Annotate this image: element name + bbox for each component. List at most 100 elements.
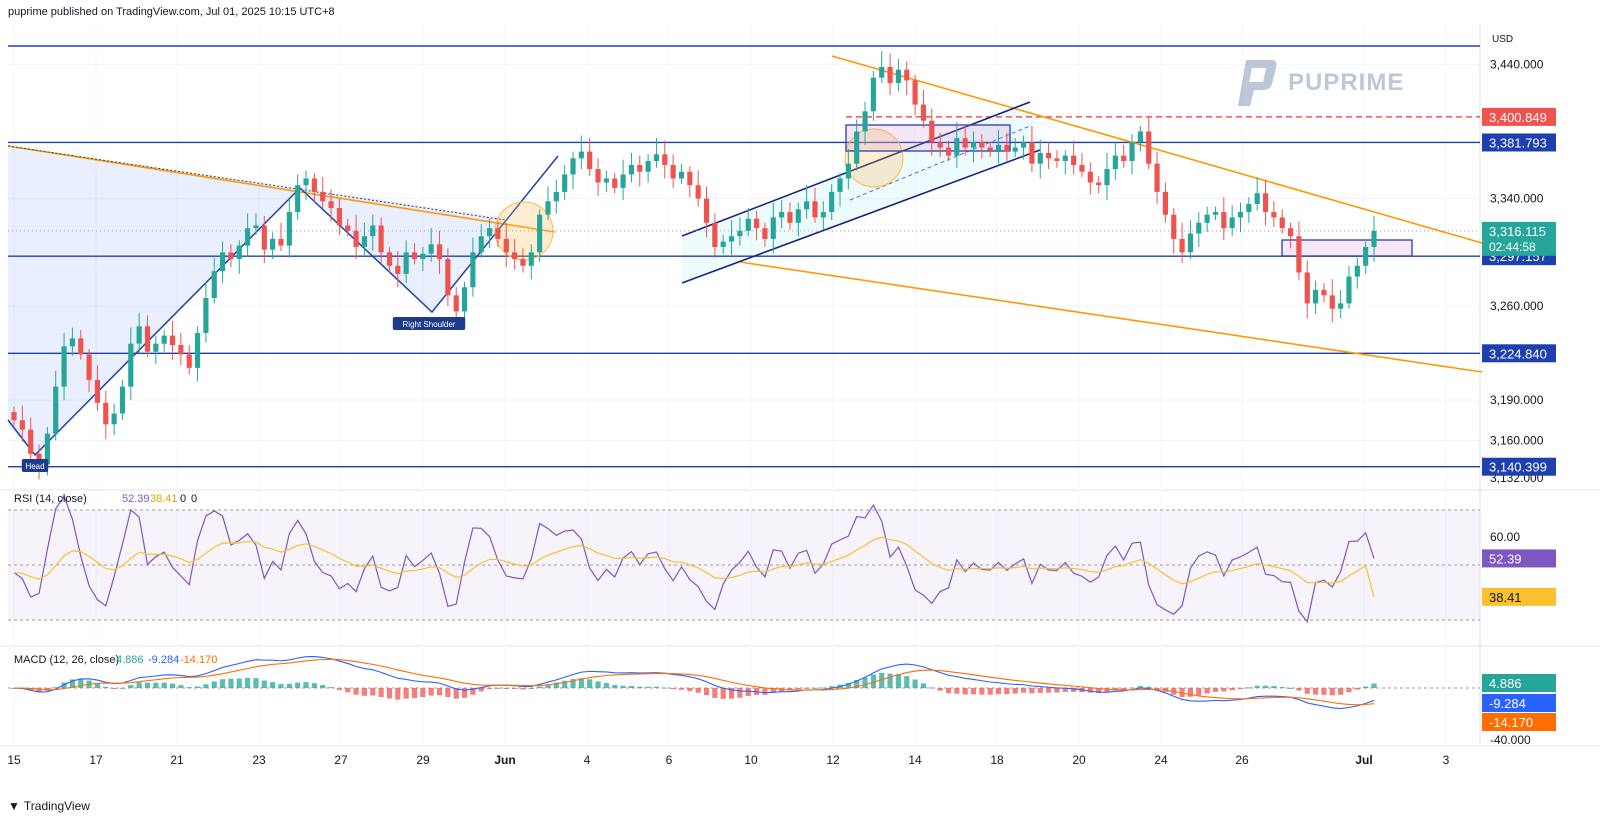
macd-histogram-bar: [486, 688, 493, 689]
candle: [904, 69, 910, 81]
macd-histogram-bar: [1004, 688, 1010, 695]
candle: [1121, 155, 1127, 162]
macd-histogram-bar: [1146, 686, 1152, 688]
candle: [1154, 163, 1160, 192]
macd-histogram-bar: [153, 682, 159, 688]
macd-histogram-bar: [353, 688, 359, 695]
macd-histogram-bar: [1112, 688, 1118, 691]
macd-histogram-bar: [920, 683, 927, 688]
candle: [912, 80, 918, 105]
macd-histogram-bar: [1246, 687, 1252, 689]
candle: [1087, 171, 1093, 183]
macd-histogram-bar: [303, 682, 309, 688]
macd-histogram-bar: [1062, 688, 1068, 692]
x-tick-label: 27: [334, 753, 348, 767]
candle: [595, 169, 601, 183]
rsi-title: RSI (14, close): [14, 493, 87, 505]
macd-histogram-bar: [637, 686, 643, 688]
macd-histogram-bar: [411, 688, 418, 699]
macd-histogram-bar: [845, 682, 851, 688]
candle: [929, 120, 935, 143]
candle: [1104, 169, 1110, 186]
orange-trendline: [831, 55, 1483, 244]
macd-histogram-bar: [653, 686, 660, 688]
rsi-badge-bg: [1482, 549, 1556, 568]
macd-histogram-bar: [995, 688, 1002, 695]
candle: [44, 433, 50, 465]
candle: [587, 151, 593, 170]
macd-histogram-bar: [745, 688, 751, 696]
candle: [253, 225, 259, 229]
x-tick-label: 10: [744, 753, 758, 767]
macd-histogram-bar: [1354, 688, 1360, 690]
rsi-ma-badge-bg: [1482, 587, 1556, 606]
macd-histogram-bar: [1104, 688, 1110, 692]
macd-histogram-bar: [253, 678, 259, 688]
candle: [28, 429, 34, 454]
x-tick-label: 23: [252, 753, 266, 767]
candle: [245, 228, 251, 246]
macd-histogram-bar: [386, 688, 393, 699]
macd-histogram-bar: [245, 677, 251, 688]
candle: [1221, 212, 1227, 229]
macd-histogram-bar: [1037, 688, 1043, 693]
candle: [670, 165, 676, 179]
candle: [1271, 212, 1277, 218]
candle: [86, 354, 92, 380]
candle: [879, 66, 885, 78]
candle: [570, 158, 576, 175]
macd-histogram-bar: [728, 688, 735, 699]
candle: [361, 236, 368, 247]
candle: [386, 252, 393, 266]
brand-logo-icon: [1238, 60, 1277, 106]
macd-histogram-bar: [286, 683, 292, 688]
candle: [512, 252, 518, 260]
macd-histogram-bar: [1129, 687, 1135, 689]
macd-histogram-bar: [862, 677, 868, 688]
candle: [1296, 236, 1302, 273]
macd-histogram-bar: [178, 685, 184, 688]
macd-histogram-bar: [1096, 688, 1102, 694]
candle: [1371, 230, 1377, 247]
candle: [111, 413, 117, 425]
candle: [203, 298, 209, 333]
candle: [1354, 265, 1360, 277]
macd-histogram-bar: [770, 688, 776, 693]
candle: [470, 252, 476, 288]
candle: [61, 346, 67, 387]
candle: [995, 144, 1002, 151]
macd-histogram-bar: [470, 688, 476, 695]
candle: [403, 252, 409, 274]
macd-histogram-bar: [395, 688, 401, 700]
candle: [520, 259, 526, 266]
candle: [854, 131, 860, 164]
candle: [787, 212, 793, 223]
macd-histogram-bar: [194, 686, 201, 688]
candle: [94, 379, 101, 403]
candle: [453, 295, 459, 312]
candle: [970, 142, 977, 148]
macd-histogram-bar: [361, 688, 368, 696]
x-tick-label: 15: [7, 753, 21, 767]
candle: [829, 191, 835, 213]
macd-histogram-bar: [144, 682, 151, 688]
candle: [194, 332, 201, 368]
macd-histogram-bar: [1071, 688, 1077, 692]
macd-histogram-bar: [1287, 687, 1294, 689]
macd-histogram-bar: [987, 688, 993, 695]
candle: [1229, 217, 1235, 229]
candle: [1287, 228, 1294, 237]
y-tick-label: 3,190.000: [1490, 393, 1544, 407]
macd-histogram-bar: [436, 688, 443, 696]
macd-histogram-bar: [1254, 685, 1260, 688]
candle: [703, 198, 710, 223]
candle: [1046, 152, 1052, 159]
macd-histogram-bar: [295, 682, 301, 688]
macd-histogram-bar: [812, 687, 818, 689]
rsi-ma-badge: 38.41: [1489, 590, 1522, 605]
y-tick-label: 3,260.000: [1490, 299, 1544, 313]
rsi-value: 52.39: [122, 493, 150, 505]
candle: [612, 178, 618, 188]
macd-histogram-bar: [1346, 688, 1352, 693]
